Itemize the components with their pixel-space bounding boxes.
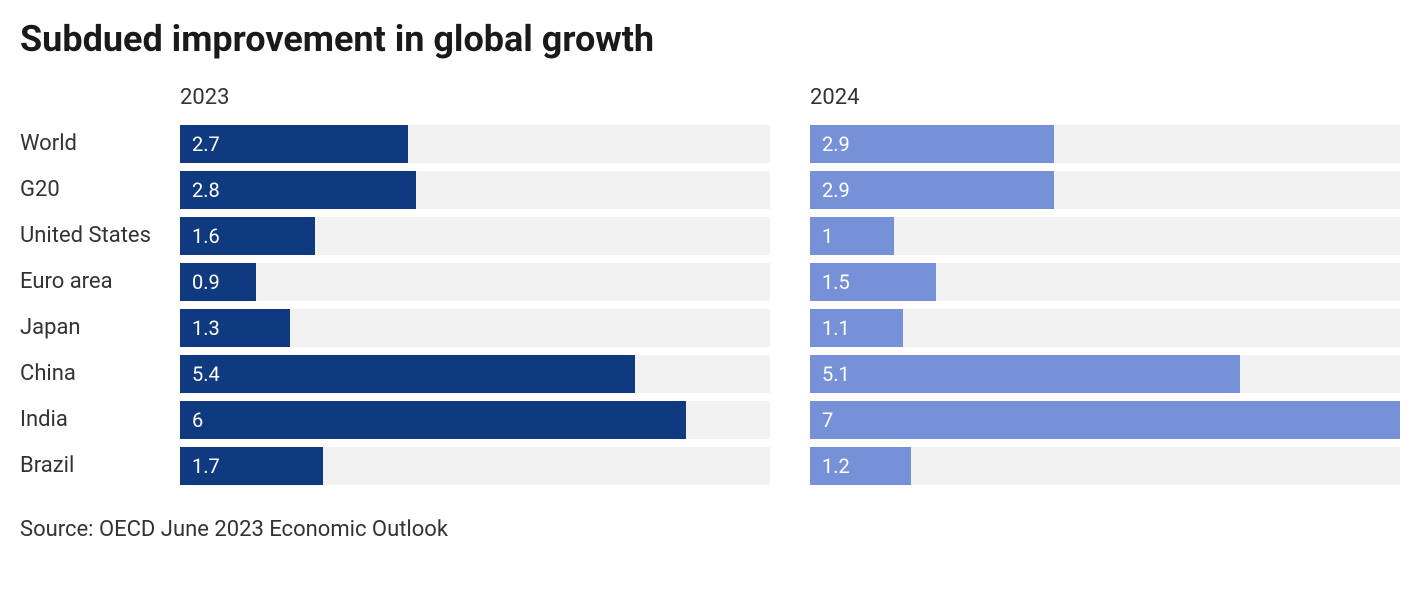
bar-track: 2.9 — [810, 171, 1400, 209]
bar-value: 6 — [192, 408, 203, 432]
header-spacer — [20, 102, 180, 103]
bar-track: 1.7 — [180, 447, 770, 485]
bar-value: 1.7 — [192, 454, 220, 478]
chart-area: 2023 2024 World 2.7 2.9 G20 2.8 2.9 United State… — [20, 84, 1400, 489]
bar-value: 1.2 — [822, 454, 850, 478]
bar-value: 2.7 — [192, 132, 220, 156]
row-label: Euro area — [20, 270, 180, 294]
bar-track: 7 — [810, 401, 1400, 439]
bar-value: 2.9 — [822, 178, 850, 202]
bar-value: 5.1 — [822, 362, 850, 386]
column-header: 2024 — [810, 84, 1400, 121]
bar-track: 1.2 — [810, 447, 1400, 485]
row-label: Brazil — [20, 454, 180, 478]
row-label: G20 — [20, 178, 180, 202]
bar-fill: 7 — [810, 401, 1400, 439]
chart-title: Subdued improvement in global growth — [20, 18, 1400, 60]
bar-value: 1.6 — [192, 224, 220, 248]
bar-value: 1.5 — [822, 270, 850, 294]
bar-fill: 1.6 — [180, 217, 315, 255]
bar-track: 2.8 — [180, 171, 770, 209]
bar-fill: 1.5 — [810, 263, 936, 301]
bar-value: 2.8 — [192, 178, 220, 202]
column-gap — [770, 327, 810, 328]
bar-track: 5.1 — [810, 355, 1400, 393]
bar-track: 1.1 — [810, 309, 1400, 347]
row-label: China — [20, 362, 180, 386]
bar-track: 6 — [180, 401, 770, 439]
bar-track: 1.5 — [810, 263, 1400, 301]
source-note: Source: OECD June 2023 Economic Outlook — [20, 517, 1400, 542]
row-label: World — [20, 132, 180, 156]
bar-value: 2.9 — [822, 132, 850, 156]
bar-value: 1 — [822, 224, 833, 248]
bar-fill: 1.7 — [180, 447, 323, 485]
bar-fill: 0.9 — [180, 263, 256, 301]
bar-fill: 5.1 — [810, 355, 1240, 393]
bar-value: 1.1 — [822, 316, 850, 340]
row-label: Japan — [20, 316, 180, 340]
column-gap — [770, 102, 810, 103]
bar-fill: 1 — [810, 217, 894, 255]
column-gap — [770, 189, 810, 190]
bar-fill: 2.8 — [180, 171, 416, 209]
bar-fill: 1.2 — [810, 447, 911, 485]
bar-track: 2.7 — [180, 125, 770, 163]
bar-fill: 2.7 — [180, 125, 408, 163]
bar-track: 5.4 — [180, 355, 770, 393]
bar-value: 0.9 — [192, 270, 220, 294]
bar-value: 1.3 — [192, 316, 220, 340]
bar-fill: 1.1 — [810, 309, 903, 347]
row-label: India — [20, 408, 180, 432]
column-gap — [770, 465, 810, 466]
bar-track: 1 — [810, 217, 1400, 255]
bar-fill: 2.9 — [810, 171, 1054, 209]
bar-value: 7 — [822, 408, 833, 432]
column-header: 2023 — [180, 84, 770, 121]
column-gap — [770, 143, 810, 144]
column-gap — [770, 235, 810, 236]
bar-fill: 2.9 — [810, 125, 1054, 163]
bar-track: 2.9 — [810, 125, 1400, 163]
column-gap — [770, 373, 810, 374]
bar-fill: 5.4 — [180, 355, 635, 393]
bar-value: 5.4 — [192, 362, 220, 386]
row-label: United States — [20, 224, 180, 248]
bar-track: 1.6 — [180, 217, 770, 255]
bar-track: 0.9 — [180, 263, 770, 301]
column-gap — [770, 281, 810, 282]
column-gap — [770, 419, 810, 420]
bar-track: 1.3 — [180, 309, 770, 347]
bar-fill: 1.3 — [180, 309, 290, 347]
bar-fill: 6 — [180, 401, 686, 439]
